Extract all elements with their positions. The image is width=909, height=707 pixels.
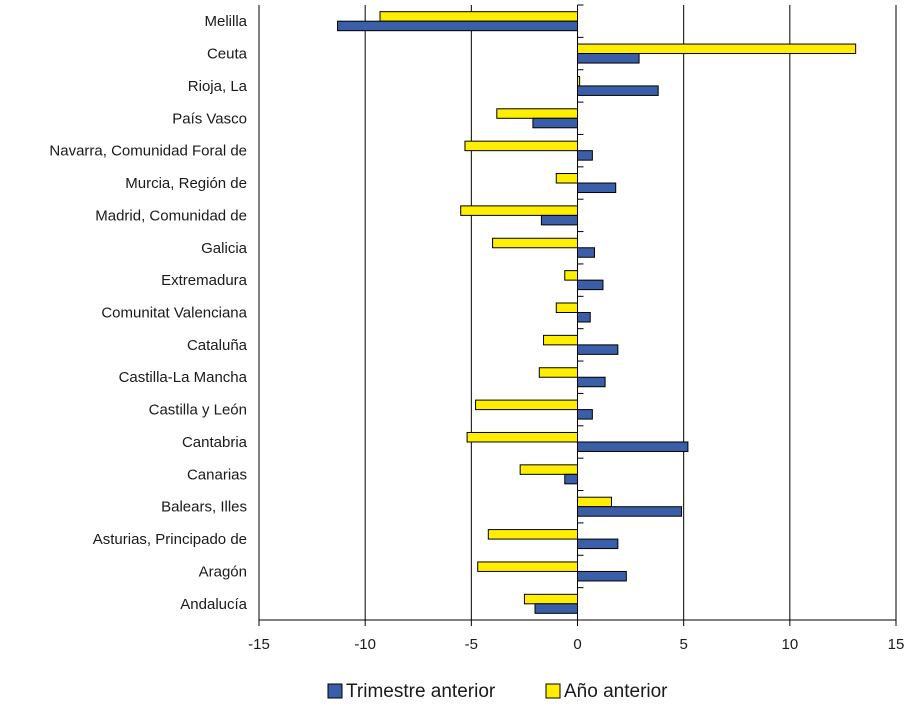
category-label: Cantabria: [182, 434, 248, 451]
bar-trimestre-anterior: [577, 53, 640, 64]
category-label: Castilla y León: [149, 402, 247, 419]
x-tick-label: -15: [248, 636, 270, 653]
bar-ano-anterior: [555, 173, 578, 184]
category-label: Castilla-La Mancha: [119, 369, 248, 386]
legend: Trimestre anterior Año anterior: [327, 681, 668, 702]
bar-trimestre-anterior: [577, 150, 593, 161]
category-label: País Vasco: [172, 110, 247, 127]
bar-ano-anterior: [379, 11, 578, 22]
bar-ano-anterior: [464, 140, 579, 152]
bar-trimestre-anterior: [577, 506, 683, 517]
bar-ano-anterior: [496, 108, 578, 119]
bar-trimestre-anterior: [577, 409, 593, 420]
bar-ano-anterior: [538, 367, 579, 378]
legend-swatch-ano-anterior: [545, 683, 561, 699]
category-labels: Melilla Ceuta Rioja, La País Vasco Navarra, …: [49, 13, 247, 613]
legend-swatch-trimestre-anterior: [327, 683, 343, 699]
bar-trimestre-anterior: [577, 344, 619, 355]
x-tick-label: 5: [679, 636, 687, 653]
bar-trimestre-anterior: [534, 603, 578, 614]
category-label: Andalucía: [180, 596, 247, 613]
bar-ano-anterior: [492, 237, 579, 249]
category-label: Rioja, La: [188, 78, 248, 95]
bar-trimestre-anterior: [532, 117, 578, 129]
bar-trimestre-anterior: [577, 85, 659, 96]
legend-label-trimestre-anterior: Trimestre anterior: [346, 681, 496, 702]
bar-ano-anterior: [564, 270, 579, 281]
bar-ano-anterior: [460, 205, 579, 216]
category-label: Balears, Illes: [161, 499, 247, 516]
category-label: Cataluña: [187, 337, 248, 354]
x-tick-label: 0: [573, 636, 581, 653]
bar-ano-anterior: [577, 496, 612, 508]
bar-ano-anterior: [543, 334, 579, 346]
category-label: Galicia: [201, 240, 248, 257]
category-label: Aragón: [199, 563, 247, 580]
bar-trimestre-anterior: [577, 279, 604, 291]
bar-trimestre-anterior: [577, 441, 689, 452]
category-label: Melilla: [204, 13, 247, 30]
bar-ano-anterior: [577, 43, 857, 55]
bar-ano-anterior: [555, 302, 578, 313]
bar-trimestre-anterior: [564, 473, 579, 485]
x-tick-label: -5: [465, 636, 478, 653]
bar-trimestre-anterior: [540, 214, 578, 226]
bar-trimestre-anterior: [577, 538, 619, 550]
category-label: Madrid, Comunidad de: [95, 207, 247, 224]
bar-ano-anterior: [487, 529, 579, 540]
category-label: Ceuta: [207, 46, 248, 63]
bar-ano-anterior: [519, 464, 578, 475]
x-tick-label: -10: [354, 636, 376, 653]
x-tick-label: 10: [781, 636, 798, 653]
bar-trimestre-anterior: [337, 20, 578, 32]
category-label: Asturias, Principado de: [93, 531, 247, 548]
bar-ano-anterior: [475, 399, 578, 411]
axes: [258, 4, 897, 626]
bar-trimestre-anterior: [577, 570, 627, 582]
x-tick-label: 15: [888, 636, 905, 653]
bar-trimestre-anterior: [577, 376, 606, 388]
bar-ano-anterior: [477, 561, 579, 572]
gridlines: [258, 5, 897, 620]
legend-label-ano-anterior: Año anterior: [564, 681, 668, 702]
bar-ano-anterior: [466, 431, 578, 443]
bar-trimestre-anterior: [577, 247, 595, 258]
bars: [337, 11, 857, 614]
category-label: Comunitat Valenciana: [101, 305, 247, 322]
category-label: Extremadura: [161, 272, 248, 289]
category-label: Murcia, Región de: [125, 175, 247, 192]
bar-trimestre-anterior: [577, 312, 591, 323]
bar-ano-anterior: [523, 593, 579, 605]
x-tick-labels: -15 -10 -5 0 5 10 15: [248, 636, 904, 653]
category-label: Canarias: [187, 466, 247, 483]
bar-trimestre-anterior: [577, 182, 617, 194]
bar-ano-anterior: [577, 75, 581, 87]
category-label: Navarra, Comunidad Foral de: [49, 143, 247, 160]
